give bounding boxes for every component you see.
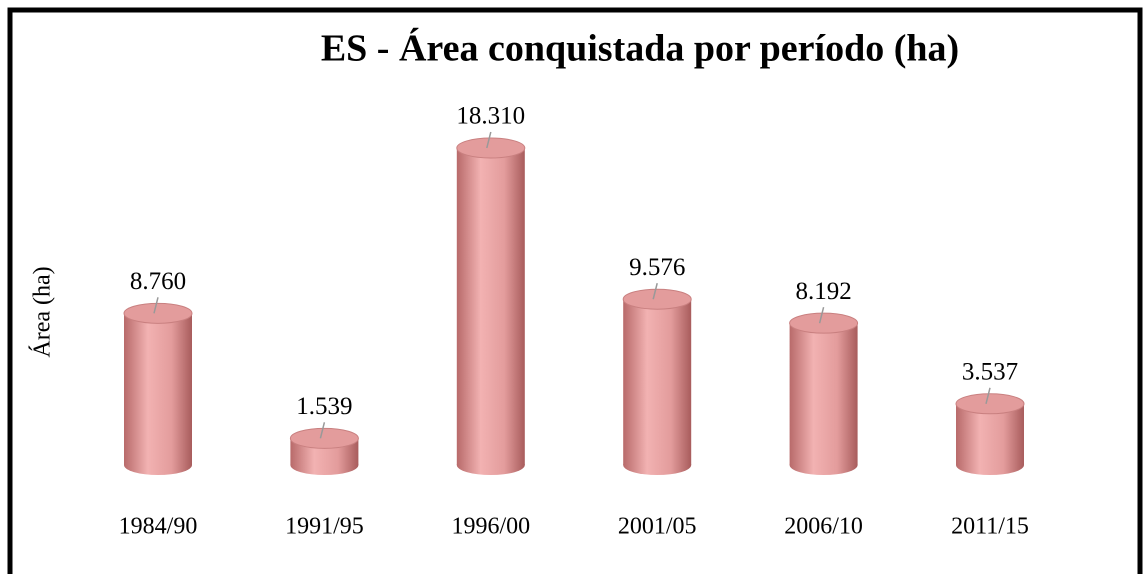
bar	[623, 299, 692, 465]
x-tick-label: 2006/10	[784, 514, 863, 540]
value-label: 9.576	[629, 254, 685, 281]
chart-title: ES - Área conquistada por período (ha)	[321, 28, 959, 70]
bar-top	[622, 288, 692, 310]
bar-top	[789, 312, 859, 334]
x-tick-label: 2011/15	[951, 514, 1029, 540]
value-label: 3.537	[962, 358, 1018, 385]
frame	[7, 7, 1143, 574]
bar	[456, 148, 525, 465]
leader-line	[153, 297, 159, 314]
x-tick-label: 1996/00	[451, 514, 530, 540]
leader-line	[486, 131, 492, 149]
leader-line	[985, 387, 991, 404]
value-label: 18.310	[456, 103, 525, 130]
x-tick-label: 1984/90	[119, 514, 198, 540]
leader-line	[319, 422, 326, 439]
bar-top	[456, 137, 526, 159]
x-tick-label: 2001/05	[618, 514, 697, 540]
x-tick-label: 1991/95	[285, 514, 364, 540]
y-axis-label: Área (ha)	[30, 266, 56, 357]
leader-line	[652, 283, 658, 300]
value-label: 8.760	[130, 268, 186, 295]
bar-top	[123, 302, 193, 324]
leader-line	[818, 306, 825, 324]
bar	[124, 313, 192, 465]
value-label: 1.539	[296, 393, 352, 420]
bar	[789, 323, 858, 465]
bar-top	[289, 427, 359, 449]
bar-top	[955, 393, 1025, 415]
value-label: 8.192	[795, 278, 851, 305]
